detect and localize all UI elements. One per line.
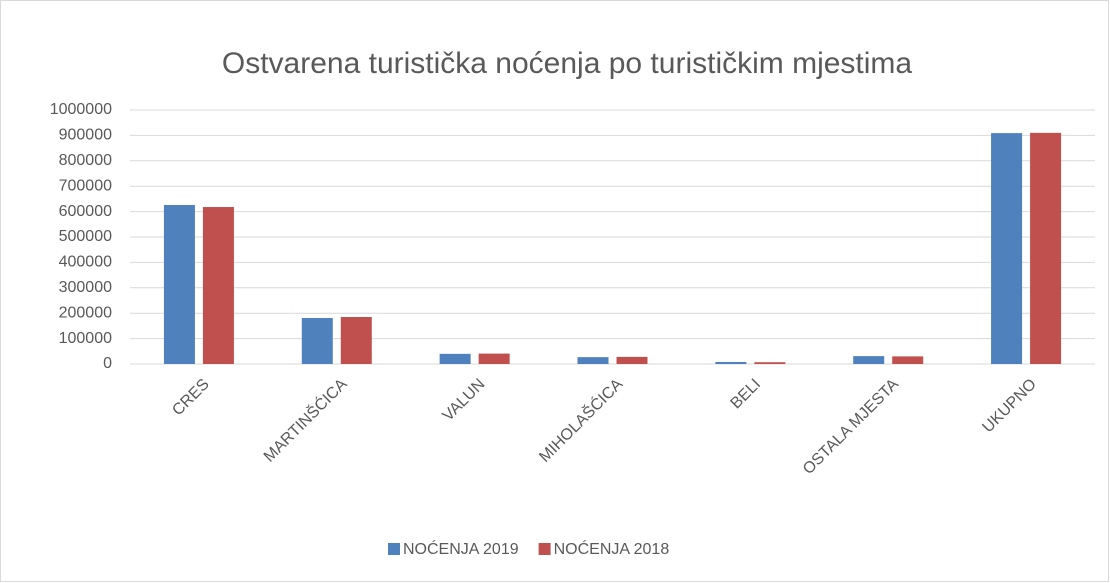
y-tick-label: 1000000 (50, 101, 112, 118)
legend-swatch (538, 543, 551, 555)
bar (340, 317, 372, 364)
bar (478, 353, 510, 364)
legend-label: NOĆENJA 2019 (403, 539, 519, 558)
bar (163, 204, 195, 364)
y-tick-label: 400000 (59, 254, 112, 271)
y-tick-label: 300000 (59, 279, 112, 296)
y-tick-label: 800000 (59, 152, 112, 169)
y-tick-label: 700000 (59, 177, 112, 194)
y-tick-label: 500000 (59, 228, 112, 245)
legend-swatch (388, 543, 400, 555)
y-tick-label: 200000 (59, 304, 112, 321)
chart-title: Ostvarena turistička noćenja po turistič… (222, 47, 913, 80)
bar (439, 353, 471, 364)
bar (892, 356, 924, 364)
bar (991, 133, 1023, 364)
y-tick-label: 100000 (59, 330, 112, 347)
bar (1030, 132, 1062, 364)
bar (202, 207, 234, 364)
bar (853, 356, 885, 364)
y-tick-label: 900000 (59, 127, 112, 144)
bar (616, 356, 648, 364)
legend-label: NOĆENJA 2018 (554, 539, 670, 558)
y-tick-label: 0 (103, 355, 112, 372)
bar (301, 318, 333, 364)
y-tick-label: 600000 (59, 203, 112, 220)
bar (715, 361, 747, 364)
bar (754, 362, 786, 364)
bar (577, 357, 609, 364)
